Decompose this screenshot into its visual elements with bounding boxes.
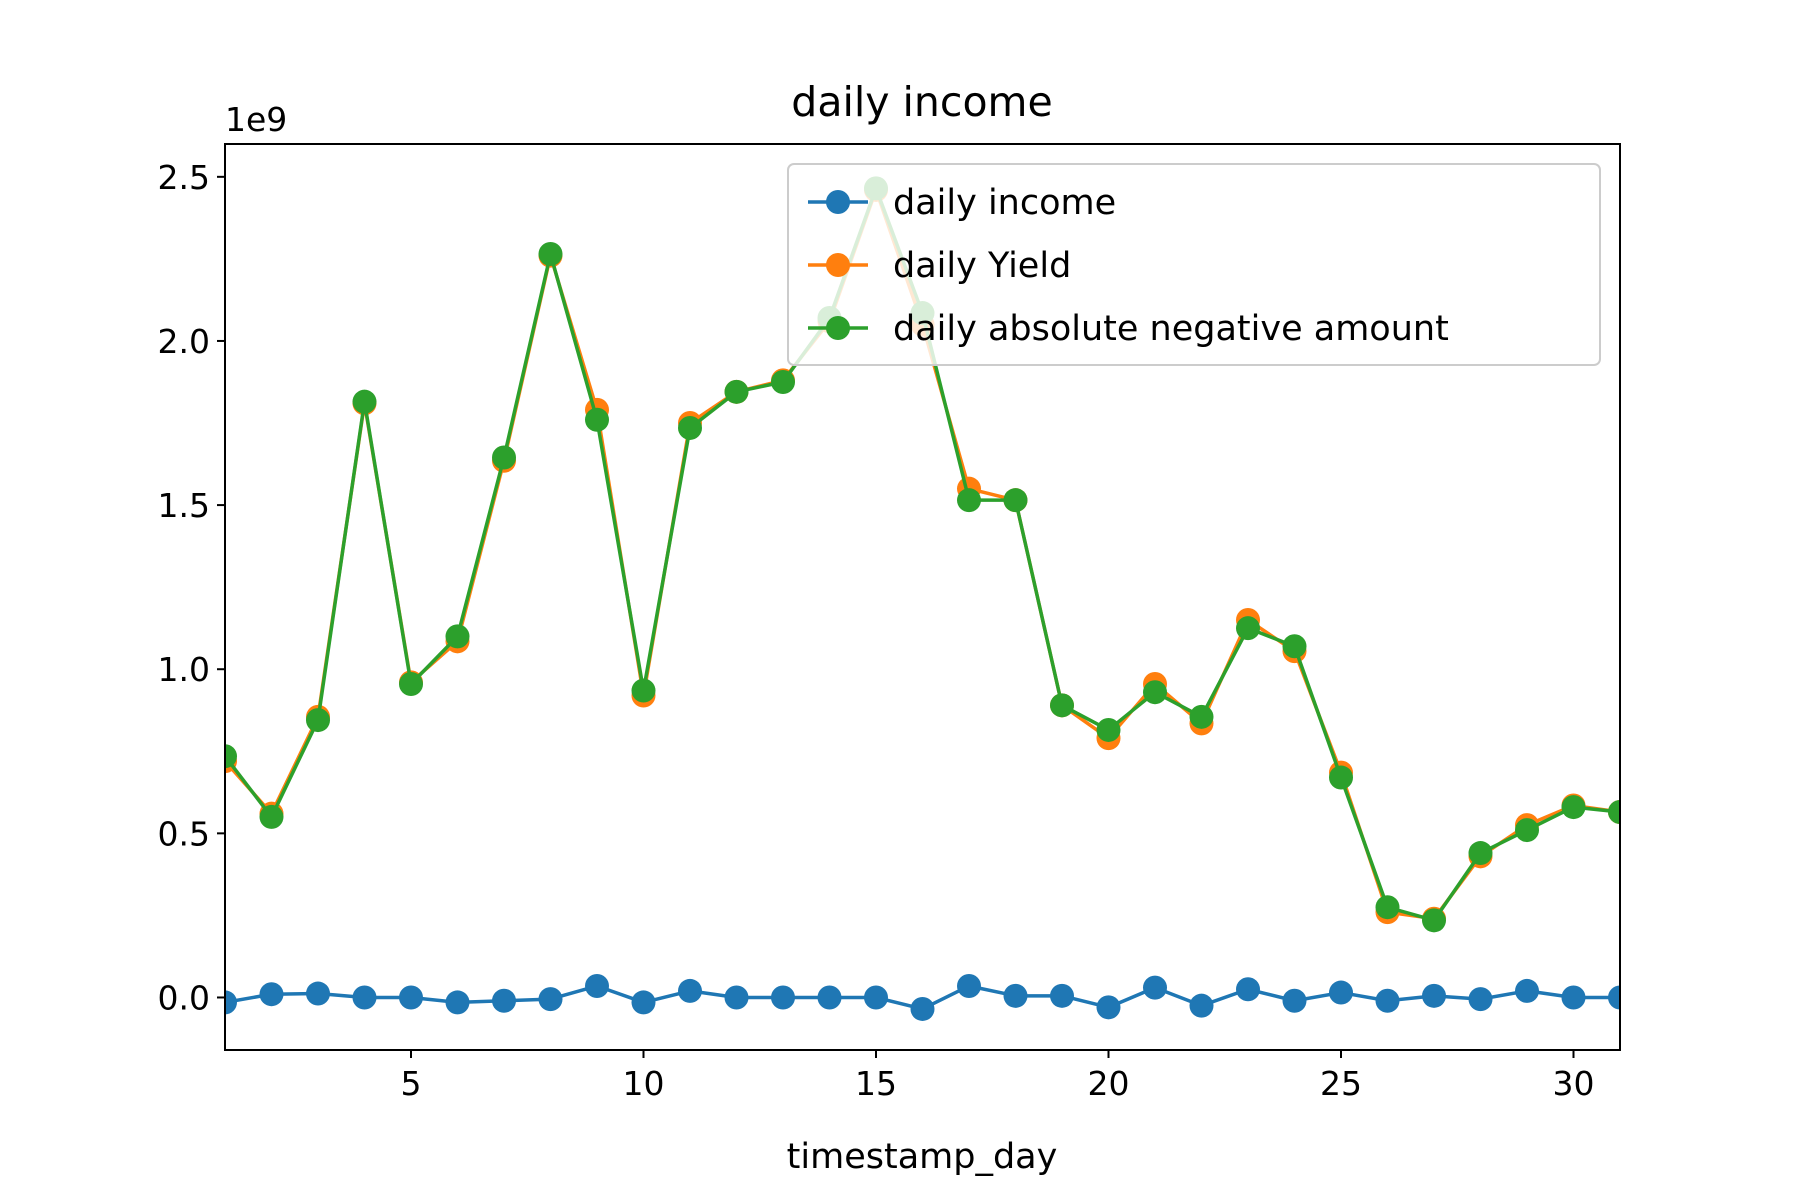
data-point xyxy=(1561,985,1586,1010)
x-tick-label: 10 xyxy=(623,1064,665,1103)
y-tick-label: 0.0 xyxy=(158,978,210,1017)
data-point xyxy=(1050,983,1074,1008)
chart-title: daily income xyxy=(791,78,1052,126)
legend: daily income daily Yield daily absolute ne… xyxy=(787,163,1601,366)
data-point xyxy=(1515,978,1539,1003)
data-point xyxy=(1236,616,1260,641)
data-point xyxy=(538,987,563,1012)
data-point xyxy=(817,985,842,1010)
data-point xyxy=(585,973,609,998)
data-point xyxy=(492,988,516,1013)
y-tick-label: 1.5 xyxy=(158,486,210,525)
legend-label: daily absolute negative amount xyxy=(893,309,1449,349)
data-point xyxy=(492,445,516,470)
data-point xyxy=(1143,680,1167,705)
legend-label: daily income xyxy=(893,183,1116,223)
y-axis-ticks: 0.0 0.5 1.0 1.5 2.0 2.5 xyxy=(158,158,225,1017)
x-axis-label: timestamp_day xyxy=(787,1137,1058,1177)
data-point xyxy=(678,415,702,440)
data-point xyxy=(1375,988,1400,1013)
data-point xyxy=(1003,983,1028,1008)
legend-frame xyxy=(787,163,1601,366)
x-tick-label: 30 xyxy=(1553,1064,1595,1103)
data-point xyxy=(957,488,981,513)
data-point xyxy=(1282,634,1307,659)
data-point xyxy=(1282,988,1307,1013)
y-tick-label: 2.0 xyxy=(158,322,210,361)
data-point xyxy=(1003,488,1028,513)
data-point xyxy=(724,379,749,404)
data-point xyxy=(1096,717,1121,742)
data-point xyxy=(1050,693,1074,718)
y-tick-label: 1.0 xyxy=(158,650,210,689)
y-tick-label: 0.5 xyxy=(158,814,210,853)
legend-marker xyxy=(826,316,850,340)
data-point xyxy=(910,996,935,1021)
data-point xyxy=(1189,993,1214,1018)
data-point xyxy=(399,671,423,696)
data-point xyxy=(1422,908,1446,933)
x-tick-label: 25 xyxy=(1320,1064,1362,1103)
data-point xyxy=(1468,987,1493,1012)
x-tick-label: 15 xyxy=(855,1064,897,1103)
legend-marker xyxy=(826,253,850,277)
data-point xyxy=(352,389,377,414)
data-point xyxy=(631,990,656,1015)
data-point xyxy=(306,708,330,733)
data-point xyxy=(1189,704,1214,729)
data-point xyxy=(1422,983,1446,1008)
y-tick-label: 2.5 xyxy=(158,158,210,197)
data-point xyxy=(1143,975,1167,1000)
data-point xyxy=(352,985,377,1010)
data-point xyxy=(724,985,749,1010)
data-point xyxy=(445,990,470,1015)
data-point xyxy=(225,744,237,769)
data-point xyxy=(678,978,702,1003)
x-tick-label: 5 xyxy=(401,1064,422,1103)
data-point xyxy=(1329,765,1353,790)
x-axis-ticks: 5 10 15 20 25 30 xyxy=(401,1050,1595,1103)
y-offset-label: 1e9 xyxy=(225,100,287,139)
data-point xyxy=(1375,895,1400,920)
data-point xyxy=(1096,995,1121,1020)
data-point xyxy=(771,985,795,1010)
data-point xyxy=(1608,800,1620,825)
data-point xyxy=(1515,818,1539,843)
data-point xyxy=(771,369,795,394)
data-point xyxy=(445,624,470,649)
data-point xyxy=(864,985,888,1010)
data-point xyxy=(306,981,330,1006)
data-point xyxy=(399,985,423,1010)
data-point xyxy=(259,804,284,829)
data-point xyxy=(631,678,656,703)
data-point xyxy=(957,973,981,998)
data-point xyxy=(585,407,609,432)
data-point xyxy=(259,982,284,1007)
x-tick-label: 20 xyxy=(1088,1064,1130,1103)
data-point xyxy=(1561,795,1586,820)
plot-frame xyxy=(224,143,1621,1051)
data-point xyxy=(1329,980,1353,1005)
legend-label: daily Yield xyxy=(893,246,1071,286)
series-daily-income xyxy=(225,973,1620,1021)
data-point xyxy=(538,241,563,266)
data-point xyxy=(1608,985,1620,1010)
data-point xyxy=(1468,841,1493,866)
data-point xyxy=(225,990,237,1015)
data-point xyxy=(1236,977,1260,1002)
legend-marker xyxy=(826,190,850,214)
